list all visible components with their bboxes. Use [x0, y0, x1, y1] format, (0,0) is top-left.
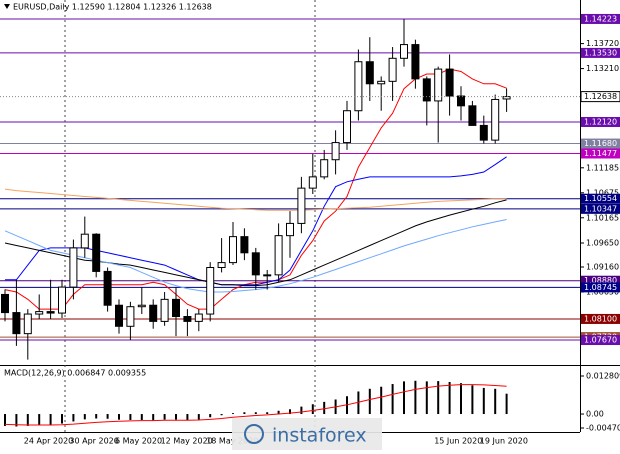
level-label-bg	[581, 13, 620, 24]
candle-body	[479, 124, 488, 141]
candle-body	[217, 262, 226, 269]
candle-body	[365, 61, 374, 85]
y-tick-label: 1.09160	[586, 263, 619, 272]
level-label: 1.11680	[584, 139, 617, 148]
level-label: 1.07670	[584, 336, 617, 345]
bid-label-bg	[580, 91, 620, 103]
level-label: 1.11477	[584, 149, 617, 158]
candle-body	[400, 44, 408, 59]
candle-body	[1, 293, 9, 314]
candle-body	[343, 110, 351, 144]
level-label-bg	[581, 282, 620, 293]
level-label-bg	[581, 47, 620, 58]
level-label-bg	[581, 275, 620, 286]
indicator-line	[4, 219, 507, 293]
candle-body	[137, 304, 146, 308]
bid-label: 1.12638	[584, 92, 617, 101]
indicator-line	[4, 188, 507, 211]
y-tick-label: 0.012809	[586, 372, 620, 381]
level-label-bg	[581, 138, 620, 149]
level-label-bg	[581, 193, 620, 204]
candle-body	[274, 235, 283, 276]
level-label: 1.13530	[584, 48, 617, 57]
candle-body	[502, 96, 511, 100]
candle-body	[69, 247, 78, 288]
candle-body	[445, 68, 454, 97]
candle-body	[251, 252, 260, 276]
candle-body	[194, 313, 203, 322]
candle-body	[12, 312, 21, 335]
candle-body	[377, 80, 386, 85]
candle-body	[297, 187, 306, 224]
candle-body	[263, 274, 272, 277]
candle-body	[92, 233, 101, 272]
level-label-bg	[581, 313, 620, 324]
candle-body	[103, 270, 112, 306]
candle-body	[491, 98, 500, 141]
candle-body	[58, 286, 66, 314]
level-label-bg	[581, 335, 620, 346]
watermark-bg	[232, 418, 382, 450]
x-tick-label: 19 Jun 2020	[480, 437, 528, 446]
candle-body	[35, 311, 44, 315]
level-label: 1.14223	[584, 14, 617, 23]
candle-body	[388, 57, 397, 82]
candle-body	[46, 311, 55, 314]
x-tick-label: 24 Apr 2020	[24, 437, 73, 446]
candle-body	[411, 44, 420, 80]
y-tick-label: 1.10165	[586, 213, 619, 222]
watermark-logo	[244, 424, 264, 444]
watermark-box: instaforex	[232, 418, 382, 450]
candle-body	[206, 267, 215, 315]
candle-body	[160, 298, 169, 322]
candle-body	[457, 95, 465, 107]
candle-body	[354, 61, 363, 112]
level-label: 1.08100	[584, 314, 617, 323]
candle-body	[308, 176, 317, 189]
level-label-bg	[581, 148, 620, 159]
candle-body	[172, 298, 180, 317]
y-tick-label: 1.13210	[586, 64, 619, 73]
candle-body	[229, 236, 237, 264]
level-label: 1.12120	[584, 117, 617, 126]
candle-body	[23, 313, 32, 335]
level-label: 1.10347	[584, 204, 617, 213]
candle-body	[183, 315, 192, 322]
candle-body	[320, 159, 329, 178]
signal-line	[4, 384, 507, 426]
candle-body	[80, 233, 89, 249]
y-tick-label: -0.004705	[586, 424, 620, 433]
watermark: instaforex	[272, 425, 367, 447]
level-label: 1.10554	[584, 194, 617, 203]
x-tick-label: 15 Jun 2020	[434, 437, 482, 446]
level-label-bg	[581, 116, 620, 127]
y-tick-label: 1.09650	[586, 239, 619, 248]
candle-body	[240, 236, 249, 254]
candle-body	[115, 304, 123, 327]
x-tick-label: 12 May 2020	[161, 437, 213, 446]
candle-body	[331, 142, 340, 161]
level-label-bg	[581, 203, 620, 214]
chart-title: EURUSD,Daily 1.12590 1.12804 1.12326 1.1…	[13, 3, 212, 12]
symbol-icon	[4, 4, 10, 9]
level-label: 1.08880	[584, 276, 617, 285]
candle-body	[126, 306, 135, 327]
x-tick-label: 6 May 2020	[115, 437, 162, 446]
candle-body	[286, 222, 294, 237]
indicator-title: MACD(12,26,9) 0.006847 0.009355	[4, 369, 146, 378]
y-tick-label: 1.13720	[586, 39, 619, 48]
y-tick-label: 1.11185	[586, 163, 619, 172]
y-tick-label: 1.10675	[586, 188, 619, 197]
level-label: 1.08745	[584, 283, 617, 292]
plot-area: 1.13720 1.13210 1.11185 1.10675 1.10165 1.096…	[0, 13, 620, 446]
candle-body	[434, 68, 443, 102]
candle-body	[422, 78, 431, 102]
y-tick-label: 0.00	[586, 410, 604, 419]
candle-body	[149, 304, 158, 322]
x-tick-label: 30 Apr 2020	[69, 437, 118, 446]
candle-body	[468, 105, 477, 126]
